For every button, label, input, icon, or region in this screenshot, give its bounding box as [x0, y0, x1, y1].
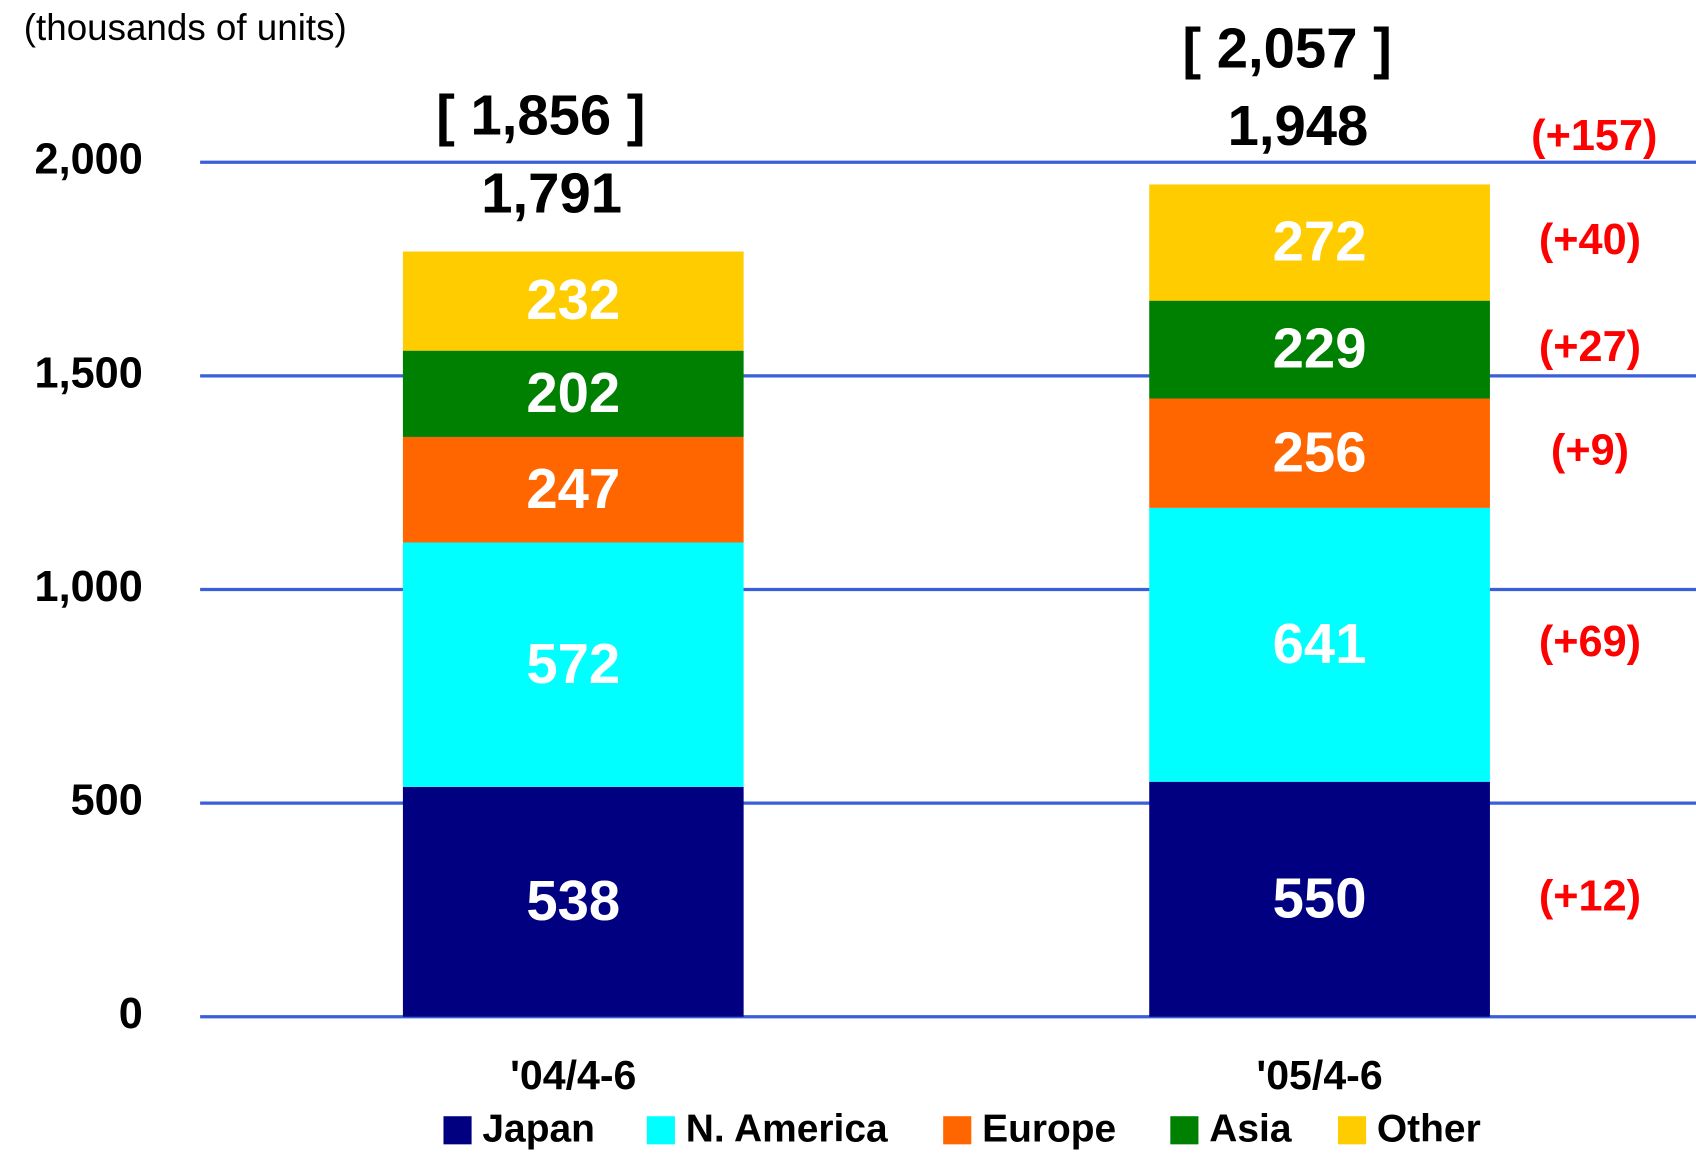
- segment-label: 232: [526, 268, 620, 331]
- bar-segment: [402, 786, 744, 1017]
- legend-swatch: [443, 1116, 472, 1145]
- segment-label: 229: [1273, 317, 1367, 380]
- axis-label: (thousands of units): [24, 7, 347, 48]
- total-label: 1,791: [481, 161, 622, 224]
- legend-label: Japan: [482, 1108, 595, 1151]
- bar-segment: [1149, 398, 1490, 508]
- bar-segment: [1149, 300, 1490, 399]
- y-tick-label: 1,000: [35, 563, 143, 611]
- legend-label: Asia: [1209, 1108, 1292, 1151]
- segment-label: 572: [526, 632, 620, 695]
- x-tick-label: '05/4-6: [1256, 1052, 1382, 1098]
- y-tick-label: 0: [119, 990, 143, 1038]
- segment-label: 272: [1273, 210, 1367, 273]
- total-change-label: (+157): [1531, 112, 1657, 160]
- bracket-label: [ 1,856 ]: [436, 83, 645, 146]
- y-tick-label: 1,500: [35, 349, 143, 397]
- y-tick-label: 500: [71, 777, 143, 825]
- segment-label: 538: [526, 869, 620, 932]
- change-label: (+69): [1539, 618, 1641, 666]
- bar-segment: [1149, 507, 1490, 782]
- bar-segment: [402, 251, 744, 351]
- legend-swatch: [1337, 1116, 1367, 1145]
- segment-label: 202: [526, 361, 620, 424]
- total-label: 1,948: [1228, 94, 1369, 157]
- segment-label: 247: [526, 457, 620, 520]
- x-tick-label: '04/4-6: [510, 1052, 636, 1098]
- change-label: (+9): [1551, 427, 1629, 475]
- bar-segment: [1149, 184, 1490, 301]
- bar-segment: [1149, 781, 1490, 1017]
- legend-label: Europe: [982, 1108, 1116, 1151]
- bar-segment: [402, 350, 744, 437]
- change-label: (+40): [1539, 216, 1641, 264]
- change-label: (+27): [1539, 323, 1641, 371]
- legend-swatch: [646, 1116, 675, 1145]
- segment-label: 256: [1273, 420, 1367, 483]
- legend-swatch: [943, 1116, 972, 1145]
- legend-swatch: [1170, 1116, 1199, 1145]
- bar-segment: [402, 542, 744, 787]
- segment-label: 550: [1273, 866, 1367, 929]
- bracket-label: [ 2,057 ]: [1182, 16, 1391, 79]
- bar-segment: [402, 436, 744, 543]
- y-tick-label: 2,000: [35, 136, 143, 184]
- legend-label: Other: [1377, 1108, 1481, 1151]
- legend-label: N. America: [686, 1108, 888, 1151]
- segment-label: 641: [1273, 612, 1367, 675]
- change-label: (+12): [1539, 873, 1641, 921]
